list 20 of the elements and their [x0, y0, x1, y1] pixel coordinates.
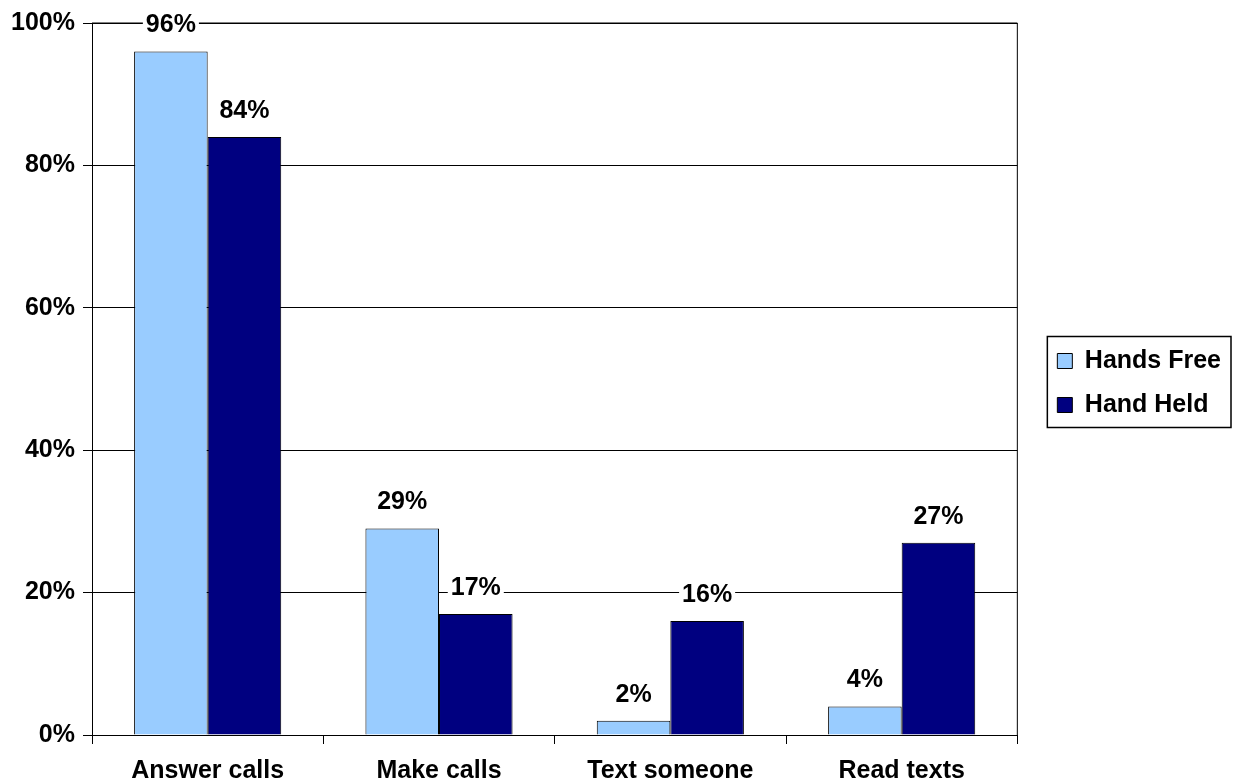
data-label: 27% [913, 500, 964, 529]
y-tick-label: 0% [38, 718, 75, 747]
y-tick-label: 80% [24, 149, 75, 178]
data-label: 2% [615, 678, 652, 707]
y-tick-label: 60% [24, 291, 75, 320]
x-tick-label: Answer calls [131, 754, 285, 783]
x-tick-label: Make calls [376, 754, 502, 783]
x-tick-label: Read texts [838, 754, 965, 783]
data-label: 96% [145, 9, 196, 38]
data-label: 16% [682, 578, 733, 607]
y-tick-label: 20% [24, 576, 75, 605]
data-label: 4% [846, 664, 883, 693]
data-label: 84% [219, 94, 270, 123]
data-label: 29% [377, 486, 428, 515]
y-tick-label: 40% [24, 434, 75, 463]
y-tick-label: 100% [11, 6, 75, 35]
legend-label: Hands Free [1084, 344, 1222, 373]
legend-label: Hand Held [1084, 388, 1209, 417]
x-tick-label: Text someone [587, 754, 754, 783]
data-label: 17% [450, 571, 501, 600]
